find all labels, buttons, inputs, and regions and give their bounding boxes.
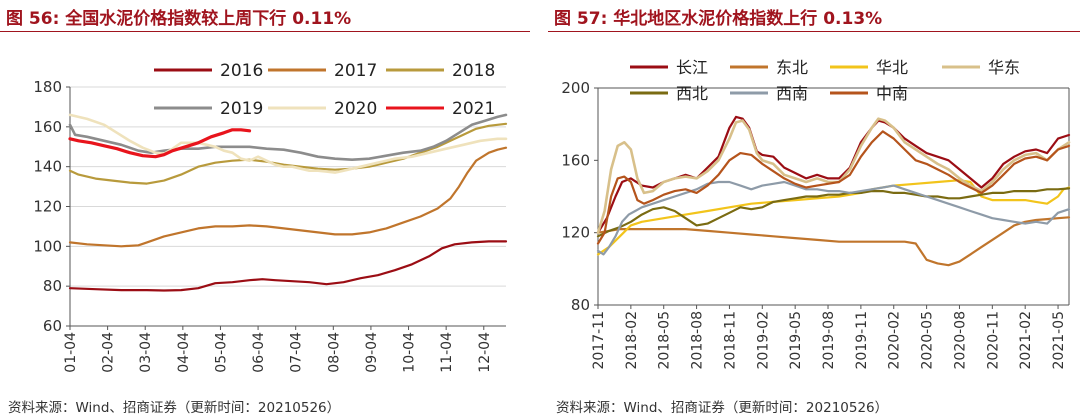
legend-item-2019: 2019 bbox=[154, 99, 263, 119]
x-tick-label: 2018-08 bbox=[690, 311, 706, 370]
legend-label: 2021 bbox=[452, 99, 495, 119]
legend-label: 2020 bbox=[334, 99, 377, 119]
title-divider bbox=[548, 31, 1080, 32]
legend-label: 西北 bbox=[676, 84, 708, 103]
legend-item-西南: 西南 bbox=[730, 84, 808, 103]
x-tick-label: 2021-05 bbox=[1051, 311, 1067, 370]
legend-item-中南: 中南 bbox=[830, 84, 908, 103]
x-tick-label: 07-04 bbox=[289, 332, 305, 373]
legend-label: 2018 bbox=[452, 61, 495, 81]
y-tick-label: 80 bbox=[43, 277, 62, 295]
x-tick-label: 2021-02 bbox=[1018, 311, 1034, 370]
legend-label: 东北 bbox=[776, 58, 808, 77]
legend-label: 2019 bbox=[220, 99, 263, 119]
x-tick-label: 2020-02 bbox=[887, 311, 903, 370]
series-line-2019 bbox=[68, 113, 508, 161]
x-tick-label: 05-04 bbox=[213, 332, 229, 373]
legend-label: 华北 bbox=[876, 58, 908, 77]
legend-label: 长江 bbox=[676, 58, 708, 77]
legend-label: 2016 bbox=[220, 61, 263, 81]
legend-item-2018: 2018 bbox=[386, 61, 495, 81]
x-tick-label: 01-04 bbox=[63, 332, 79, 373]
legend-item-华北: 华北 bbox=[830, 58, 908, 77]
legend-label: 西南 bbox=[776, 84, 808, 103]
series-line-华东 bbox=[596, 117, 1071, 234]
chart-title: 图 56: 全国水泥价格指数较上周下行 0.11% bbox=[6, 9, 352, 29]
source-note: 资料来源：Wind、招商证券（更新时间：20210526） bbox=[556, 400, 889, 416]
y-tick-label: 200 bbox=[561, 79, 590, 97]
y-tick-label: 60 bbox=[43, 317, 62, 335]
x-tick-label: 2019-02 bbox=[755, 311, 771, 370]
series-line-2020 bbox=[68, 113, 508, 174]
legend-label: 2017 bbox=[334, 61, 377, 81]
y-tick-label: 120 bbox=[33, 198, 62, 216]
y-tick-label: 140 bbox=[33, 158, 62, 176]
x-tick-label: 2019-11 bbox=[854, 311, 870, 370]
legend-item-西北: 西北 bbox=[630, 84, 708, 103]
x-tick-label: 2017-11 bbox=[591, 311, 607, 370]
x-tick-label: 10-04 bbox=[402, 332, 418, 373]
x-tick-label: 06-04 bbox=[251, 332, 267, 373]
x-tick-label: 2019-05 bbox=[788, 311, 804, 370]
legend-label: 中南 bbox=[876, 84, 908, 103]
chart-title: 图 57: 华北地区水泥价格指数上行 0.13% bbox=[554, 9, 883, 29]
x-tick-label: 2020-08 bbox=[952, 311, 968, 370]
legend-item-长江: 长江 bbox=[630, 58, 708, 77]
x-tick-label: 03-04 bbox=[138, 332, 154, 373]
series-line-2016 bbox=[68, 240, 508, 292]
series-line-2017 bbox=[68, 146, 508, 248]
line-chart-right: 80 120 160 200 2017-11 2018-02 2018-05 2018-08 2… bbox=[561, 58, 1071, 370]
chart-panel-right: 图 57: 华北地区水泥价格指数上行 0.13% 80 120 160 200 2017… bbox=[548, 0, 1080, 419]
x-tick-label: 2018-02 bbox=[624, 311, 640, 370]
y-tick-label: 80 bbox=[571, 296, 590, 314]
x-tick-label: 02-04 bbox=[101, 332, 117, 373]
y-tick-label: 160 bbox=[561, 151, 590, 169]
line-chart-left: 60 80 100 120 140 160 180 01-04 02-04 03-04 04-04 0… bbox=[33, 61, 508, 373]
y-tick-label: 160 bbox=[33, 118, 62, 136]
y-tick-label: 120 bbox=[561, 224, 590, 242]
series-line-西北 bbox=[596, 187, 1071, 238]
series-line-2021 bbox=[68, 128, 252, 159]
legend-item-2021: 2021 bbox=[386, 99, 495, 119]
x-tick-label: 2020-11 bbox=[985, 311, 1001, 370]
legend-item-华东: 华东 bbox=[942, 58, 1020, 77]
series-line-西南 bbox=[596, 180, 1071, 256]
y-tick-label: 100 bbox=[33, 237, 62, 255]
legend-item-东北: 东北 bbox=[730, 58, 808, 77]
x-tick-label: 2018-05 bbox=[657, 311, 673, 370]
x-tick-label: 09-04 bbox=[364, 332, 380, 373]
legend-item-2017: 2017 bbox=[268, 61, 377, 81]
chart-panel-left: 图 56: 全国水泥价格指数较上周下行 0.11% 60 80 100 120 140 1… bbox=[0, 0, 530, 419]
legend-label: 华东 bbox=[988, 58, 1020, 77]
series-line-中南 bbox=[596, 130, 1071, 245]
x-tick-label: 11-04 bbox=[439, 332, 455, 373]
legend-item-2016: 2016 bbox=[154, 61, 263, 81]
source-note: 资料来源：Wind、招商证券（更新时间：20210526） bbox=[8, 400, 341, 416]
legend-item-2020: 2020 bbox=[268, 99, 377, 119]
x-tick-label: 2018-11 bbox=[722, 311, 738, 370]
title-divider bbox=[0, 31, 530, 32]
series-line-东北 bbox=[596, 216, 1071, 267]
x-tick-label: 04-04 bbox=[176, 332, 192, 373]
x-tick-label: 2020-05 bbox=[920, 311, 936, 370]
y-tick-label: 180 bbox=[33, 78, 62, 96]
x-tick-label: 12-04 bbox=[477, 332, 493, 373]
x-tick-label: 2019-08 bbox=[821, 311, 837, 370]
x-tick-label: 08-04 bbox=[326, 332, 342, 373]
